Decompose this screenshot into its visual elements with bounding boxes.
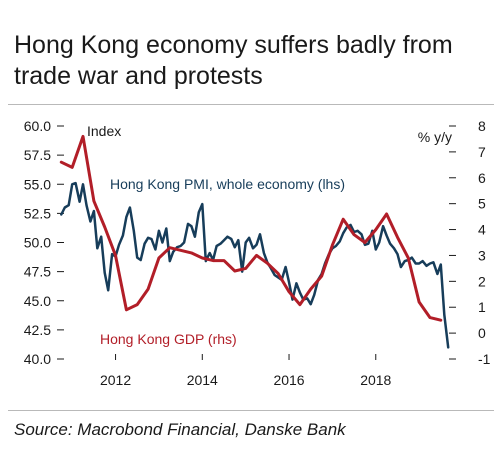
left-axis-label: Index: [87, 123, 121, 139]
gdp-series-annotation: Hong Kong GDP (rhs): [100, 331, 237, 347]
x-axis-tick-label: 2018: [360, 372, 391, 388]
right-axis-tick-label: 4: [478, 222, 486, 238]
left-axis-tick-label: 47.5: [24, 264, 51, 280]
left-axis-tick-label: 60.0: [24, 118, 51, 134]
title-divider: [8, 104, 494, 105]
right-axis-tick-label: 0: [478, 325, 486, 341]
left-axis-tick-label: 42.5: [24, 322, 51, 338]
left-axis-tick-label: 40.0: [24, 351, 51, 367]
x-axis-tick-label: 2016: [273, 372, 304, 388]
x-axis-tick-label: 2012: [100, 372, 131, 388]
right-axis-tick-label: 5: [478, 196, 486, 212]
source-note: Source: Macrobond Financial, Danske Bank: [14, 420, 346, 439]
chart-title: Hong Kong economy suffers badly from tra…: [14, 31, 453, 90]
right-axis-tick-label: 3: [478, 247, 486, 263]
right-axis-tick-label: -1: [478, 351, 491, 367]
gdp-series-line: [59, 134, 443, 322]
right-axis-tick-label: 7: [478, 144, 486, 160]
left-axis-tick-label: 50.0: [24, 235, 51, 251]
x-axis-tick-label: 2014: [187, 372, 218, 388]
pmi-series-annotation: Hong Kong PMI, whole economy (lhs): [110, 176, 345, 192]
footer-divider: [8, 410, 494, 411]
left-axis-tick-label: 57.5: [24, 147, 51, 163]
right-axis-label: % y/y: [418, 129, 452, 145]
left-axis-tick-label: 52.5: [24, 205, 51, 221]
left-axis-tick-label: 55.0: [24, 176, 51, 192]
right-axis-tick-label: 6: [478, 170, 486, 186]
pmi-series-line: [60, 181, 450, 349]
right-axis-tick-label: 8: [478, 118, 486, 134]
right-axis-tick-label: 2: [478, 273, 486, 289]
right-axis-tick-label: 1: [478, 299, 486, 315]
left-axis-tick-label: 45.0: [24, 293, 51, 309]
